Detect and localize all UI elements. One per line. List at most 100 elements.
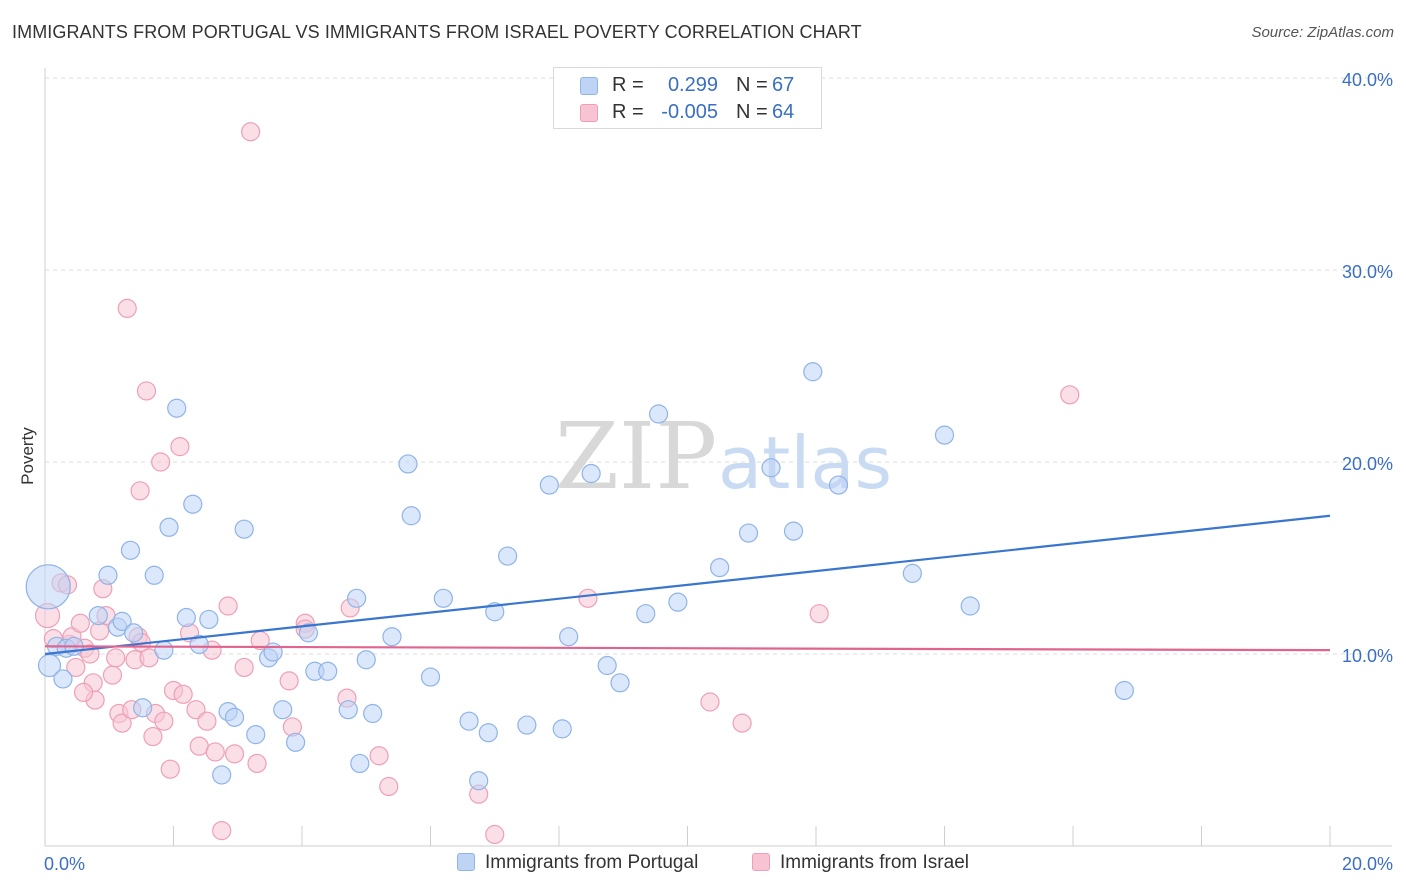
watermark-atlas: atlas xyxy=(718,421,892,505)
y-tick-label: 10.0% xyxy=(1342,646,1393,666)
israel-point xyxy=(218,596,238,616)
legend-label-israel: Immigrants from Israel xyxy=(780,852,969,873)
israel-point xyxy=(732,713,752,733)
portugal-point xyxy=(498,546,518,566)
israel-point xyxy=(143,726,163,747)
portugal-point xyxy=(420,667,441,687)
legend-item-portugal: Immigrants from Portugal xyxy=(457,852,698,874)
portugal-point xyxy=(610,673,630,693)
portugal-point xyxy=(668,592,688,612)
portugal-point xyxy=(738,523,759,543)
portugal-point xyxy=(710,557,730,578)
israel-point xyxy=(136,381,157,401)
portugal-point xyxy=(828,475,849,495)
portugal-point xyxy=(803,362,823,382)
portugal-point xyxy=(212,765,232,785)
portugal-point xyxy=(176,607,196,628)
portugal-point xyxy=(25,564,71,610)
axis-labels: 10.0% 20.0% 30.0% 40.0% 0.0% 20.0% Poverty xyxy=(18,70,1393,874)
legend-n-label: N = xyxy=(736,74,768,96)
chart-title: IMMIGRANTS FROM PORTUGAL VS IMMIGRANTS F… xyxy=(12,22,862,42)
israel-point xyxy=(130,481,150,501)
israel-point xyxy=(241,122,261,142)
israel-point xyxy=(485,824,505,845)
portugal-point xyxy=(98,565,118,585)
legend-r-label: R = xyxy=(612,101,644,123)
israel-point xyxy=(189,736,209,756)
watermark: ZIP atlas xyxy=(555,403,892,510)
x-tick-label-min: 0.0% xyxy=(44,854,85,874)
portugal-point xyxy=(934,425,955,445)
portugal-point xyxy=(398,454,418,474)
portugal-point xyxy=(581,463,601,484)
portugal-point xyxy=(636,604,656,624)
israel-trend-line xyxy=(44,645,1331,652)
portugal-point xyxy=(459,711,479,731)
axes xyxy=(44,68,1392,847)
trend-lines xyxy=(44,514,1331,656)
legend-n-value: 67 xyxy=(772,74,795,96)
israel-point xyxy=(160,759,180,779)
israel-point xyxy=(700,692,720,712)
portugal-point xyxy=(224,707,245,727)
portugal-point xyxy=(433,588,453,608)
portugal-point xyxy=(648,404,669,424)
y-tick-label: 40.0% xyxy=(1342,70,1393,90)
portugal-point xyxy=(88,605,108,626)
portugal-point xyxy=(273,700,293,720)
portugal-point xyxy=(597,655,617,676)
portugal-point xyxy=(112,611,132,631)
israel-point xyxy=(139,648,159,668)
portugal-point xyxy=(469,771,489,791)
portugal-point xyxy=(144,565,164,585)
portugal-point xyxy=(783,521,804,541)
portugal-point xyxy=(234,519,254,539)
legend-r-value: 0.299 xyxy=(667,74,718,96)
portugal-point xyxy=(263,642,283,662)
israel-point xyxy=(379,776,399,797)
y-tick-label: 30.0% xyxy=(1342,262,1393,282)
legend-n-label: N = xyxy=(736,101,768,123)
portugal-point xyxy=(318,661,338,681)
portugal-trend-line xyxy=(44,514,1331,656)
israel-point xyxy=(212,821,232,841)
portugal-point xyxy=(298,623,319,643)
portugal-point xyxy=(124,623,144,643)
portugal-point xyxy=(356,650,376,670)
legend-r-label: R = xyxy=(612,74,644,96)
portugal-point xyxy=(347,588,367,608)
israel-point xyxy=(70,613,90,633)
portugal-swatch xyxy=(580,77,598,95)
israel-swatch xyxy=(752,853,770,871)
israel-point xyxy=(154,711,174,731)
portugal-swatch xyxy=(457,853,475,871)
israel-point xyxy=(106,648,126,668)
y-axis-label: Poverty xyxy=(18,427,37,485)
israel-point xyxy=(197,711,217,731)
portugal-point xyxy=(485,602,505,622)
israel-point xyxy=(1060,385,1080,405)
israel-point xyxy=(224,744,245,764)
portugal-point xyxy=(183,494,203,514)
portugal-point xyxy=(199,609,219,630)
portugal-point xyxy=(133,698,153,718)
y-tick-label: 20.0% xyxy=(1342,454,1393,474)
israel-point xyxy=(112,713,132,733)
portugal-point xyxy=(53,669,73,689)
israel-point xyxy=(102,665,123,685)
portugal-point xyxy=(478,723,498,743)
data-points xyxy=(25,122,1135,845)
portugal-point xyxy=(154,640,174,660)
israel-point xyxy=(578,588,598,608)
portugal-point xyxy=(285,732,306,752)
portugal-point xyxy=(120,540,141,560)
israel-point xyxy=(809,604,829,624)
portugal-point xyxy=(382,627,402,647)
portugal-point xyxy=(552,719,572,739)
portugal-point xyxy=(350,753,370,774)
legend-label-portugal: Immigrants from Portugal xyxy=(485,852,699,873)
israel-point xyxy=(369,746,389,766)
israel-point xyxy=(66,657,86,678)
israel-point xyxy=(73,682,94,703)
